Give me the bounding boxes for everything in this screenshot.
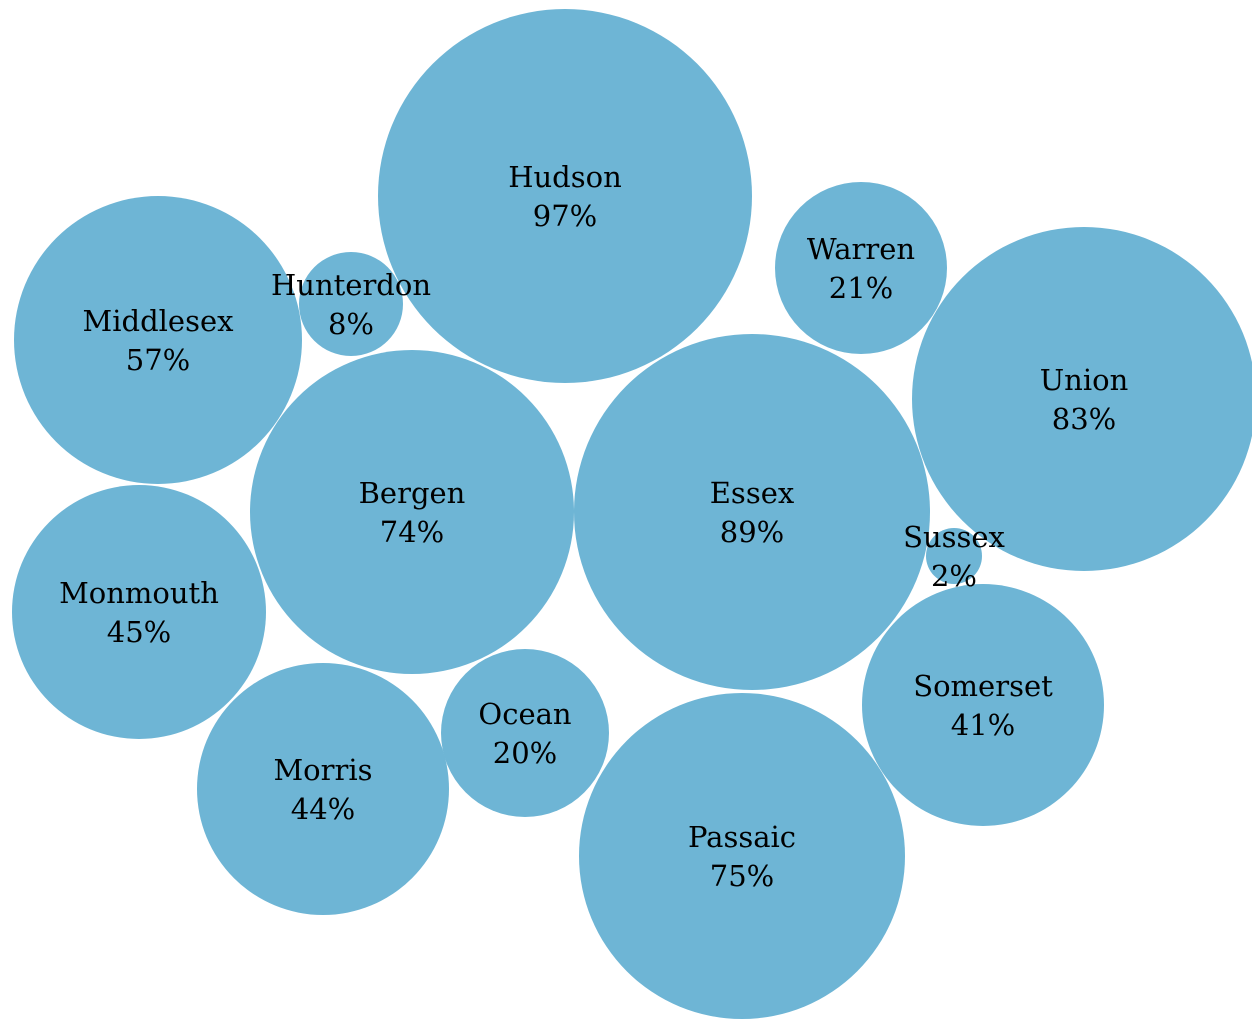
bubble-value-hudson: 97% [533, 199, 597, 233]
bubble-name-middlesex: Middlesex [83, 304, 234, 338]
labels-layer: Hudson 97% Essex 89% Union 83% Passaic 75% Berge… [59, 160, 1128, 893]
bubble-monmouth [12, 485, 266, 739]
bubble-name-union: Union [1040, 363, 1129, 397]
bubble-value-warren: 21% [829, 271, 893, 305]
bubble-essex [574, 334, 930, 690]
bubble-sussex [926, 528, 982, 584]
bubble-morris [197, 663, 449, 915]
bubble-value-morris: 44% [291, 792, 355, 826]
bubble-union [912, 227, 1252, 571]
bubble-name-monmouth: Monmouth [59, 576, 219, 610]
bubble-warren [775, 182, 947, 354]
bubble-value-monmouth: 45% [107, 615, 171, 649]
bubble-value-ocean: 20% [493, 736, 557, 770]
bubble-name-sussex: Sussex [903, 520, 1005, 554]
bubble-name-hudson: Hudson [508, 160, 622, 194]
bubble-value-passaic: 75% [710, 859, 774, 893]
bubble-hunterdon [299, 252, 403, 356]
bubble-ocean [441, 649, 609, 817]
bubble-value-essex: 89% [720, 515, 784, 549]
bubble-hudson [378, 9, 752, 383]
bubble-value-union: 83% [1052, 402, 1116, 436]
bubble-name-hunterdon: Hunterdon [271, 268, 431, 302]
bubble-somerset [862, 584, 1104, 826]
bubble-name-ocean: Ocean [478, 697, 571, 731]
bubble-name-passaic: Passaic [688, 820, 796, 854]
bubble-name-bergen: Bergen [359, 476, 466, 510]
bubble-value-sussex: 2% [931, 559, 977, 593]
bubble-name-somerset: Somerset [913, 669, 1053, 703]
bubble-value-bergen: 74% [380, 515, 444, 549]
bubble-passaic [579, 693, 905, 1019]
bubble-middlesex [14, 196, 302, 484]
bubble-value-middlesex: 57% [126, 343, 190, 377]
bubble-value-hunterdon: 8% [328, 307, 374, 341]
bubble-value-somerset: 41% [951, 708, 1015, 742]
bubble-name-warren: Warren [807, 232, 915, 266]
bubbles-layer [12, 9, 1252, 1019]
bubble-name-essex: Essex [710, 476, 794, 510]
bubble-name-morris: Morris [273, 753, 372, 787]
bubble-bergen [250, 350, 574, 674]
